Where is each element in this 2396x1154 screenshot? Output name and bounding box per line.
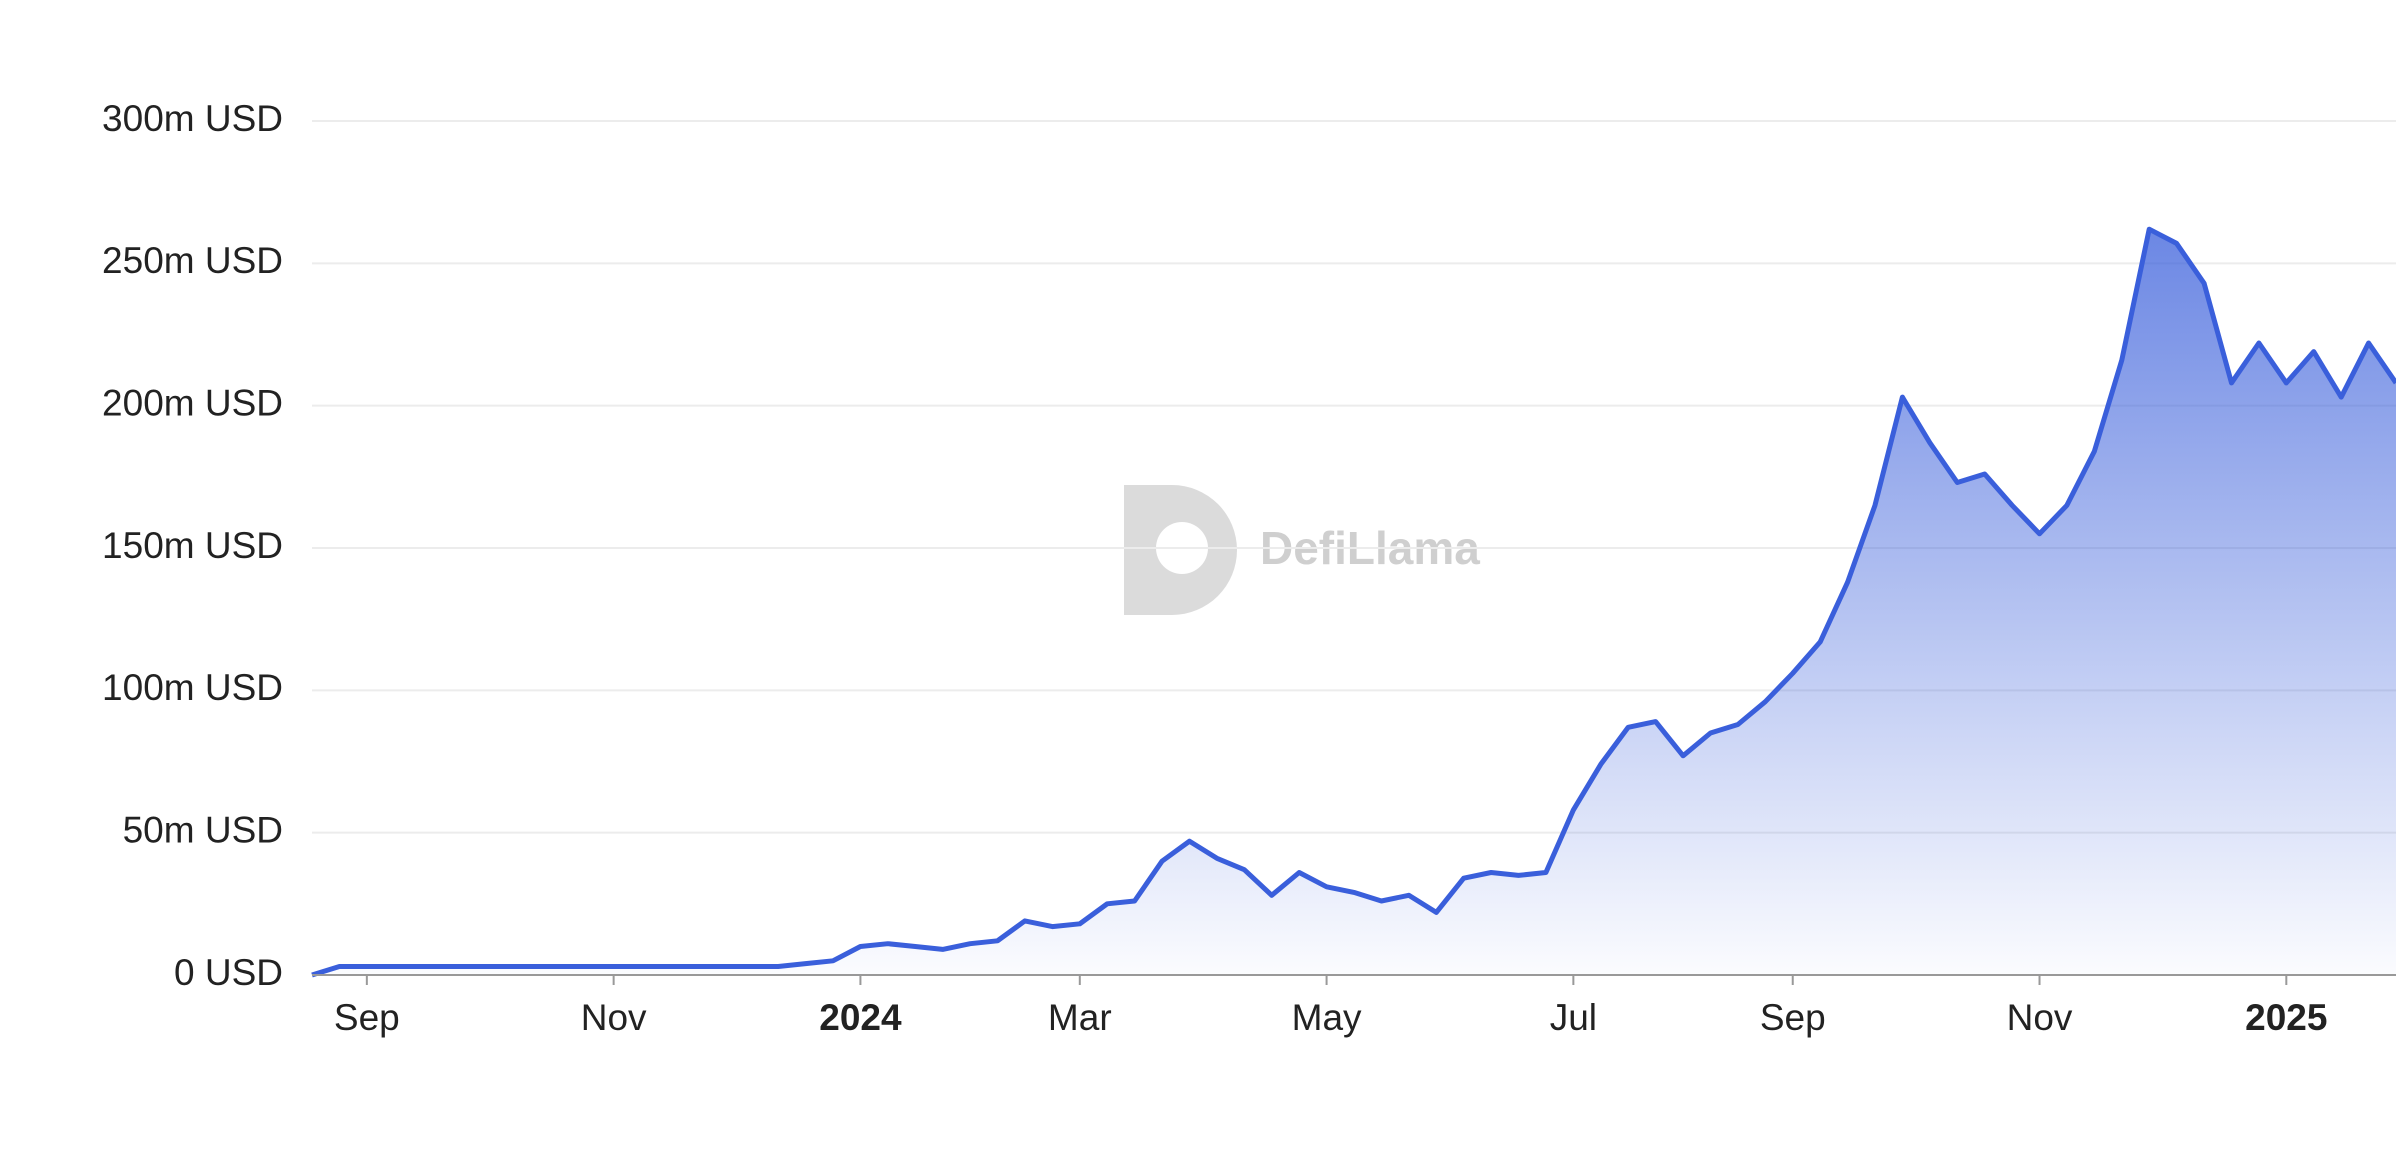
x-tick-label: 2024 (819, 997, 902, 1038)
y-tick-label: 0 USD (174, 952, 283, 993)
watermark-logo (1124, 485, 1237, 615)
y-tick-label: 50m USD (123, 809, 283, 850)
area (312, 229, 2396, 975)
y-tick-label: 100m USD (102, 667, 283, 708)
y-tick-label: 250m USD (102, 240, 283, 281)
line (311, 226, 2396, 978)
x-tick-label: Nov (581, 997, 647, 1038)
x-tick-label: Jul (1550, 997, 1597, 1038)
x-tick-label: Sep (334, 997, 400, 1038)
x-tick-label: Sep (1760, 997, 1826, 1038)
x-tick-label: Nov (2007, 997, 2073, 1038)
y-tick-label: 150m USD (102, 525, 283, 566)
y-tick-label: 300m USD (102, 98, 283, 139)
x-tick-label: May (1292, 997, 1362, 1038)
y-tick-label: 200m USD (102, 382, 283, 423)
x-tick-label: 2025 (2245, 997, 2327, 1038)
watermark: DefiLlama (1124, 485, 1480, 615)
x-tick-label: Mar (1048, 997, 1112, 1038)
